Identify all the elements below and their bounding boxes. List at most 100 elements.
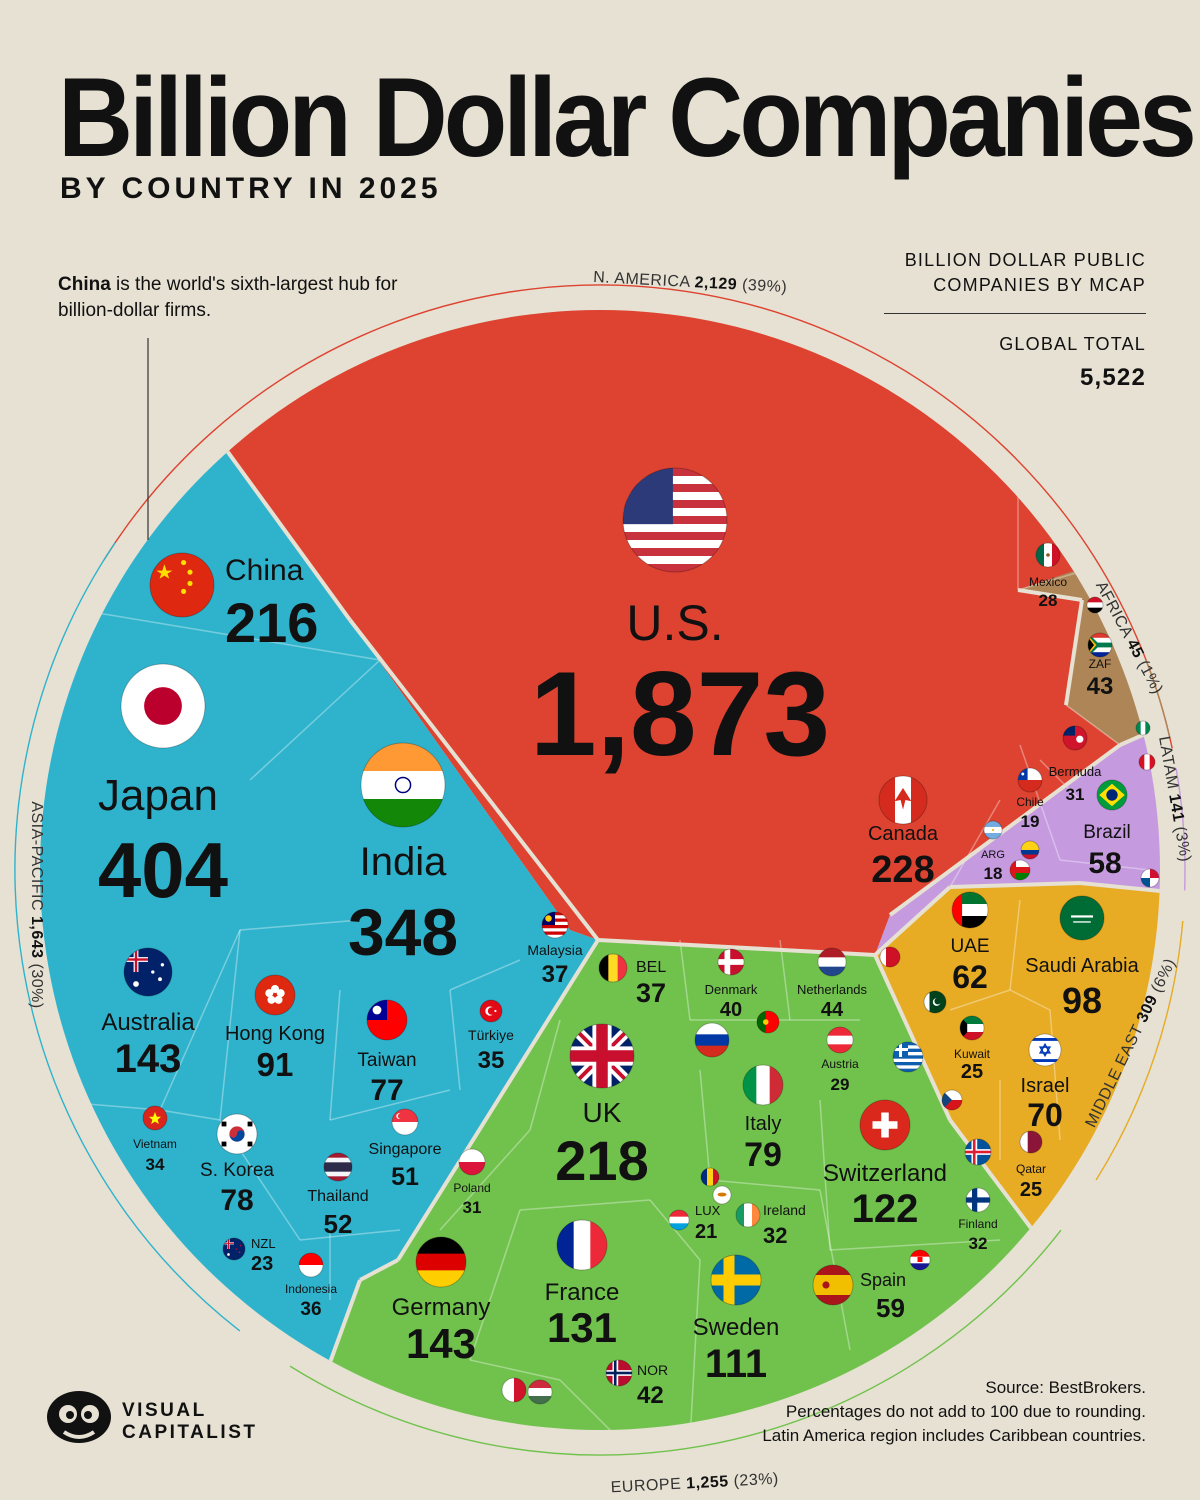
ru-flag-icon: [694, 1022, 730, 1058]
country-value-qatar: 25: [1020, 1179, 1042, 1201]
region-latam: [875, 710, 1160, 955]
vn-flag-icon: [142, 1105, 168, 1131]
be-flag-icon: [598, 953, 628, 983]
ro-flag-icon: [700, 1167, 720, 1187]
country-label-u-s: U.S.: [626, 595, 723, 651]
country-value-france: 131: [547, 1304, 617, 1351]
country-label-austria: Austria: [821, 1057, 859, 1071]
dk-flag-icon: [717, 948, 745, 976]
us-flag-icon: [622, 467, 728, 573]
country-label-italy: Italy: [745, 1113, 782, 1135]
om-flag-icon: [1009, 859, 1031, 881]
country-netherlands: Netherlands 44: [797, 947, 868, 1021]
tr-flag-icon: [479, 999, 503, 1023]
country-taiwan: Taiwan 77: [357, 999, 417, 1107]
pt-flag-icon: [756, 1010, 780, 1034]
sg-flag-icon: [391, 1108, 419, 1136]
rounding-note: Percentages do not add to 100 due to rou…: [785, 1402, 1146, 1421]
country-denmark: Denmark 40: [705, 948, 758, 1021]
cl-flag-icon: [1017, 767, 1043, 793]
logo-line2: CAPITALIST: [122, 1422, 258, 1443]
pe-flag-icon: [1138, 753, 1156, 771]
no-flag-icon: [605, 1359, 633, 1387]
eg-flag-icon: [1086, 596, 1104, 614]
country-label-netherlands: Netherlands: [797, 982, 868, 997]
country-canada: Canada 228: [868, 775, 939, 891]
kw-flag-icon: [959, 1015, 985, 1041]
ie-flag-icon: [735, 1202, 761, 1228]
country-label-india: India: [360, 840, 447, 884]
country-label-spain: Spain: [860, 1270, 906, 1290]
country-label-nor: NOR: [637, 1362, 668, 1378]
region-label-europe: EUROPE 1,255 (23%): [610, 1471, 779, 1497]
country-ireland: Ireland 32: [735, 1202, 806, 1248]
in-flag-icon: [360, 742, 446, 828]
global-total-value: 5,522: [1079, 364, 1146, 391]
country-label-canada: Canada: [868, 823, 939, 845]
country-label-qatar: Qatar: [1016, 1162, 1046, 1176]
country-value-italy: 79: [744, 1136, 782, 1174]
callout-text: is the world's sixth-largest hub for bil…: [58, 274, 398, 321]
country-label-malaysia: Malaysia: [527, 942, 582, 958]
country-value-s-korea: 78: [220, 1184, 253, 1217]
region-label-asia-pacific: ASIA-PACIFIC 1,643 (30%): [28, 801, 45, 1008]
country-value-brazil: 58: [1088, 847, 1121, 880]
country-value-switzerland: 122: [852, 1187, 919, 1231]
source-note: Source: BestBrokers. Percentages do not …: [762, 1376, 1146, 1448]
ar-flag-icon: [983, 820, 1003, 840]
country-value-spain: 59: [876, 1293, 905, 1323]
country-bermuda: Bermuda 31: [1049, 725, 1103, 804]
country-value-israel: 70: [1027, 1097, 1063, 1133]
country-lux: LUX 21: [668, 1203, 721, 1243]
au-flag-icon: [123, 947, 173, 997]
metric-label-line2: COMPANIES BY MCAP: [933, 275, 1146, 295]
ca-flag-icon: [878, 775, 928, 825]
country-label-s-korea: S. Korea: [200, 1160, 274, 1181]
country-label-thailand: Thailand: [307, 1188, 368, 1205]
hr-flag-icon: [909, 1249, 931, 1271]
country-value-chile: 19: [1021, 812, 1040, 831]
metric-label: BILLION DOLLAR PUBLIC COMPANIES BY MCAP: [905, 248, 1146, 298]
country-bel: BEL 37: [598, 953, 666, 1008]
hu-flag-icon: [527, 1379, 553, 1405]
country-label-hong-kong: Hong Kong: [225, 1023, 325, 1045]
country-label-poland: Poland: [453, 1181, 490, 1195]
cz-flag-icon: [941, 1089, 963, 1111]
country-label-indonesia: Indonesia: [285, 1282, 337, 1296]
il-flag-icon: [1028, 1033, 1062, 1067]
ae-flag-icon: [951, 891, 989, 929]
country-malaysia: Malaysia 37: [527, 911, 583, 988]
country-value-singapore: 51: [391, 1163, 419, 1191]
country-finland: Finland 32: [958, 1187, 998, 1253]
country-value-uae: 62: [952, 959, 988, 995]
country-nor: NOR 42: [605, 1359, 668, 1409]
global-total-label: GLOBAL TOTAL: [999, 334, 1146, 354]
country-value-kuwait: 25: [961, 1061, 983, 1083]
country-value-taiwan: 77: [370, 1074, 403, 1107]
country-china: China 216: [149, 552, 318, 654]
country-value-finland: 32: [969, 1234, 988, 1253]
country-label-bermuda: Bermuda: [1049, 764, 1103, 779]
country-value-tu-rkiye: 35: [478, 1047, 505, 1074]
bm-flag-icon: [1062, 725, 1088, 751]
country-austria: Austria 29: [821, 1026, 859, 1094]
country-value-uk: 218: [555, 1129, 648, 1192]
country-label-switzerland: Switzerland: [823, 1160, 947, 1187]
br-flag-icon: [1096, 779, 1128, 811]
th-flag-icon: [323, 1152, 353, 1182]
country-tu-rkiye: Türkiye 35: [468, 999, 514, 1074]
country-label-nzl: NZL: [251, 1236, 276, 1251]
ch-flag-icon: [859, 1099, 911, 1151]
country-label-arg: ARG: [981, 849, 1005, 861]
gr-flag-icon: [892, 1041, 924, 1073]
visual-capitalist-logo-icon: [47, 1391, 111, 1443]
country-label-sweden: Sweden: [693, 1314, 780, 1341]
sa-flag-icon: [1059, 895, 1105, 941]
